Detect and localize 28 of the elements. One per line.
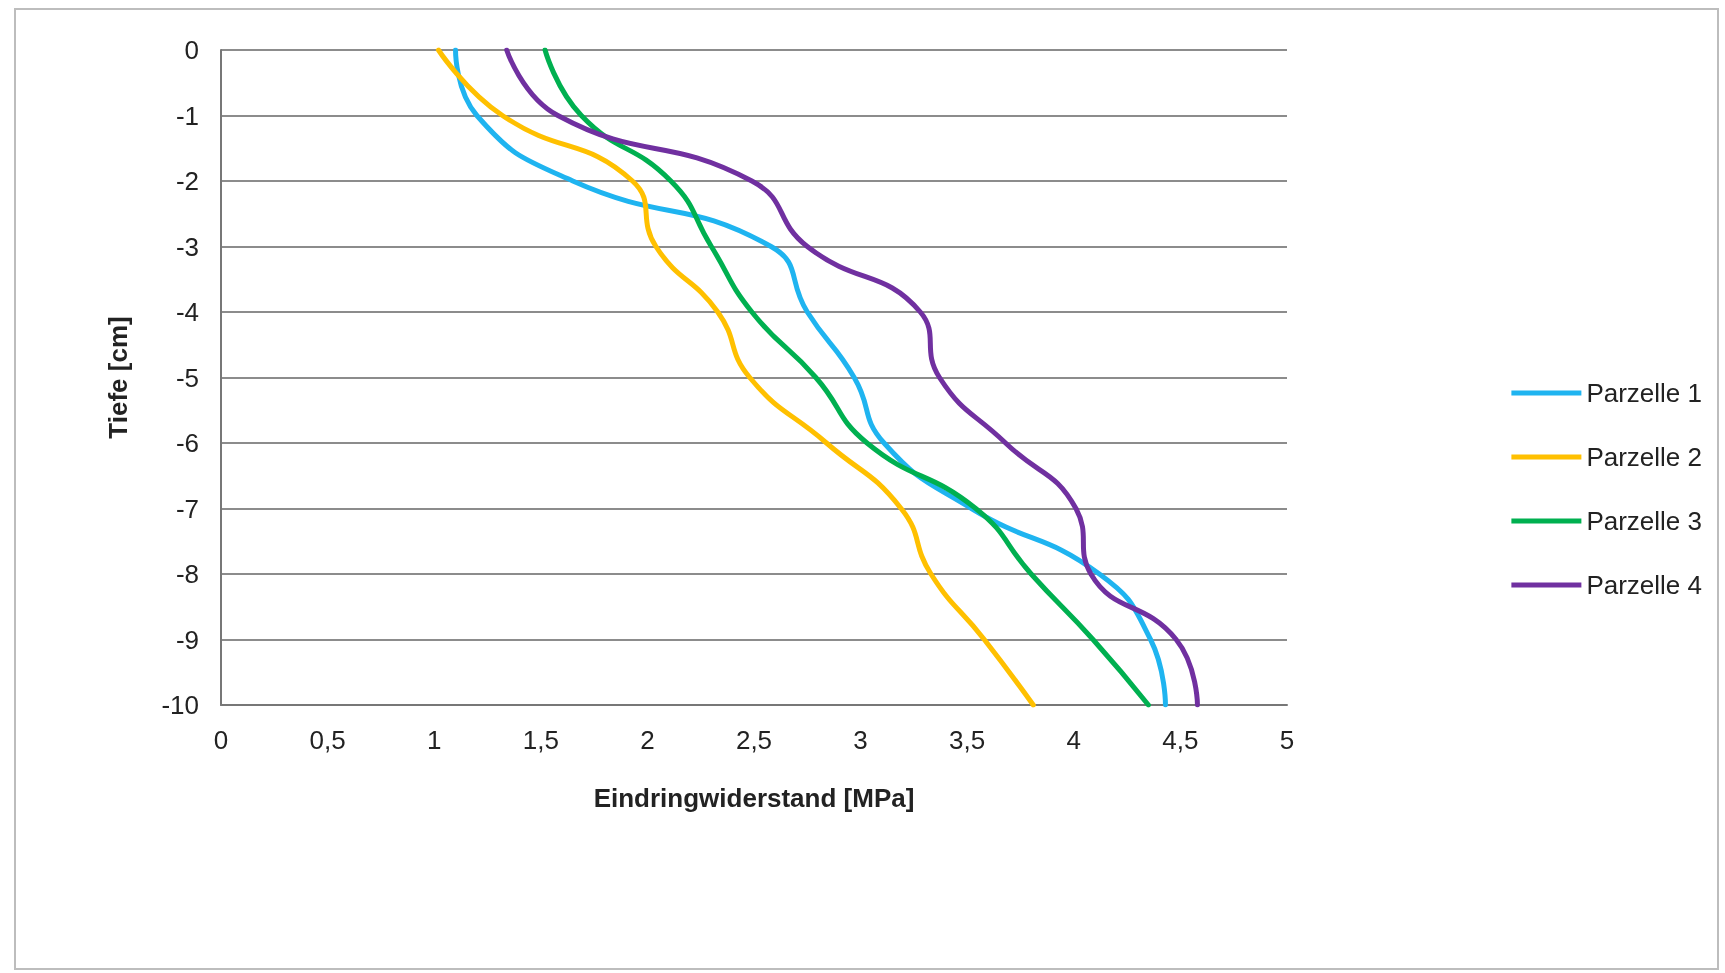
y-tick-label: -7 — [175, 493, 199, 524]
legend-label: Parzelle 3 — [1586, 506, 1703, 536]
x-tick-label: 4 — [1066, 725, 1082, 755]
x-tick-label: 4,5 — [1162, 725, 1199, 755]
legend-label: Parzelle 2 — [1586, 442, 1703, 472]
legend-label: Parzelle 1 — [1586, 378, 1703, 408]
y-tick-label: -6 — [175, 428, 199, 458]
x-tick-label: 1 — [426, 725, 442, 755]
legend-label: Parzelle 4 — [1586, 570, 1703, 600]
y-tick-label: -4 — [175, 297, 199, 327]
y-tick-label: 0 — [184, 35, 199, 65]
x-tick-label: 0 — [213, 725, 229, 755]
y-tick-label: -2 — [175, 166, 199, 196]
x-tick-label: 0,5 — [309, 725, 346, 755]
y-tick-label: -5 — [175, 362, 199, 393]
x-tick-label: 5 — [1279, 725, 1295, 755]
y-tick-label: -10 — [161, 690, 199, 720]
x-tick-label: 3 — [853, 725, 868, 755]
x-tick-label: 3,5 — [949, 725, 986, 755]
x-axis-title: Eindringwiderstand [MPa] — [593, 783, 915, 813]
y-tick-label: -8 — [175, 559, 199, 589]
x-tick-label: 1,5 — [522, 725, 559, 755]
x-tick-label: 2 — [640, 725, 655, 755]
y-tick-label: -3 — [175, 231, 199, 262]
y-tick-label: -1 — [175, 100, 199, 131]
y-tick-label: -9 — [175, 624, 199, 655]
x-tick-label: 2,5 — [735, 725, 773, 755]
y-axis-title: Tiefe [cm] — [103, 316, 133, 439]
